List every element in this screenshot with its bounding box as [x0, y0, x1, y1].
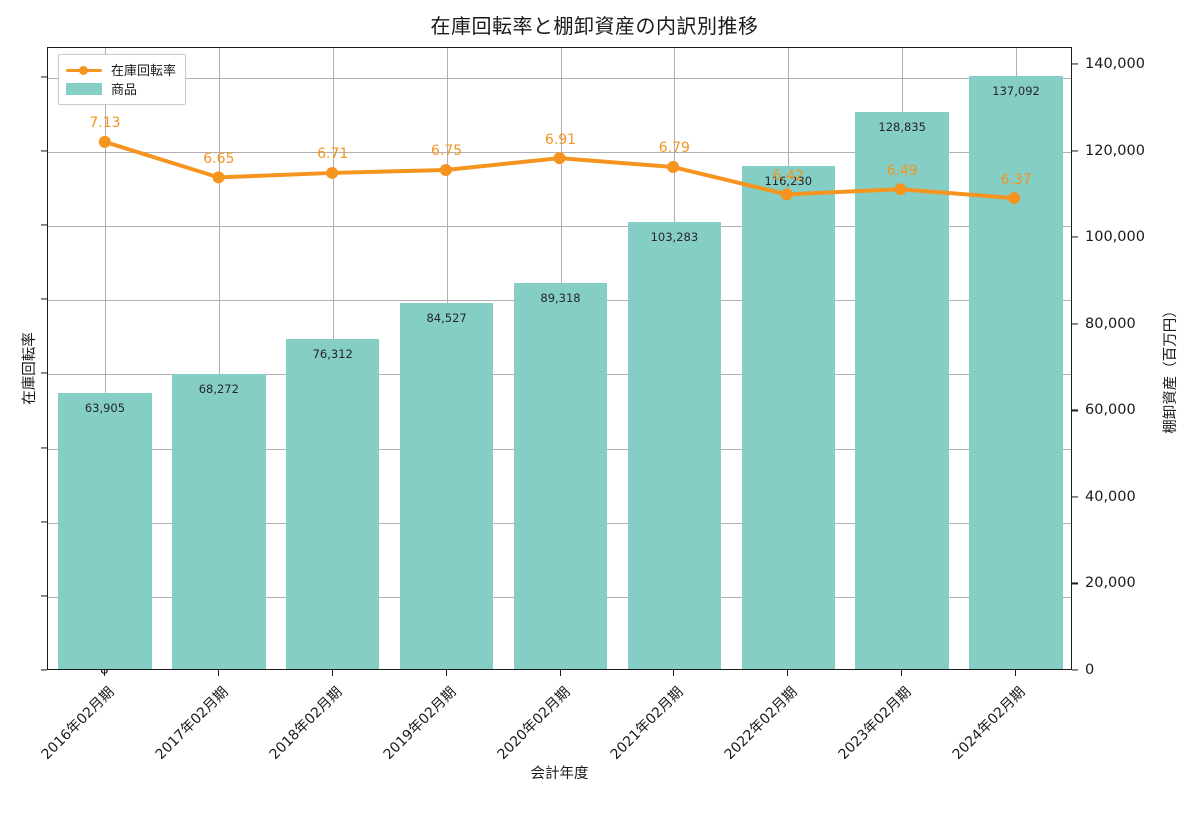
line-marker: [98, 135, 111, 148]
y-axis-left-tick-mark: [41, 76, 47, 78]
y-axis-right-title: 棚卸資産（百万円）: [1162, 303, 1179, 434]
y-axis-right-tick-label: 120,000: [1085, 142, 1145, 159]
y-axis-left-tick-mark: [41, 521, 47, 523]
bar: [741, 166, 835, 669]
x-axis-tick-mark: [787, 670, 789, 676]
bar: [855, 111, 949, 669]
bar-value-label: 116,230: [764, 174, 813, 189]
line-value-label: 6.42: [772, 167, 804, 184]
line-value-label: 6.71: [317, 146, 349, 163]
line-value-label: 6.49: [886, 162, 918, 179]
x-axis-title: 会計年度: [530, 766, 589, 782]
bar: [969, 75, 1063, 669]
line-value-label: 6.79: [658, 140, 690, 157]
line-marker: [326, 166, 339, 179]
x-axis-tick-mark: [673, 670, 675, 676]
y-axis-left-tick-mark: [41, 372, 47, 374]
y-axis-right-tick-mark: [1072, 496, 1078, 498]
gridline-vertical: [218, 48, 220, 669]
x-axis-tick-mark: [217, 670, 219, 676]
y-axis-right-tick-label: 40,000: [1085, 488, 1136, 505]
y-axis-left-tick-mark: [41, 298, 47, 300]
bar: [399, 303, 494, 669]
x-axis-tick-mark: [559, 670, 561, 676]
chart-title: 在庫回転率と棚卸資産の内訳別推移: [430, 14, 759, 38]
line-value-label: 7.13: [89, 115, 121, 132]
y-axis-left-tick-mark: [41, 595, 47, 597]
chart-legend: 在庫回転率 商品: [58, 54, 187, 105]
legend-item-line[interactable]: 在庫回転率: [66, 60, 176, 79]
line-marker: [553, 152, 566, 165]
line-marker: [780, 188, 793, 201]
y-axis-right-tick-mark: [1072, 669, 1078, 671]
legend-label-1: 商品: [111, 83, 138, 98]
bar: [172, 373, 266, 669]
y-axis-right-tick-mark: [1072, 323, 1078, 325]
bar: [286, 338, 380, 669]
y-axis-left-tick-mark: [41, 150, 47, 152]
legend-label-0: 在庫回転率: [111, 64, 177, 79]
bar-value-label: 128,835: [878, 119, 926, 134]
y-axis-right-tick-mark: [1072, 150, 1078, 152]
bar-value-label: 68,272: [198, 381, 239, 396]
line-value-label: 6.75: [431, 143, 463, 160]
legend-bar-swatch-icon: [66, 82, 102, 96]
bar-value-label: 89,318: [540, 290, 581, 305]
line-marker: [1008, 192, 1021, 205]
y-axis-left-title: 在庫回転率: [21, 332, 38, 405]
line-marker: [212, 171, 225, 184]
bar: [58, 392, 152, 669]
chart-figure: 在庫回転率と棚卸資産の内訳別推移 在庫回転率 棚卸資産（百万円） 会計年度 0 1…: [21, 14, 1179, 782]
bar-value-label: 76,312: [312, 346, 353, 361]
gridline-horizontal: [48, 226, 1071, 227]
legend-line-marker-icon: [66, 63, 102, 77]
bar-value-label: 63,905: [84, 400, 126, 415]
y-axis-left-tick-mark: [41, 669, 47, 671]
line-series-在庫回転率: [98, 135, 1021, 205]
y-axis-right-tick-label: 0: [1085, 662, 1095, 678]
bar: [513, 282, 608, 669]
bar-value-label: 84,527: [426, 311, 467, 326]
legend-item-bar[interactable]: 商品: [66, 79, 176, 98]
x-axis-tick-mark: [331, 670, 333, 676]
gridline-horizontal: [48, 77, 1071, 79]
y-axis-left-tick-mark: [41, 224, 47, 226]
gridline-vertical: [104, 48, 106, 669]
y-axis-right-tick-mark: [1072, 236, 1078, 238]
line-value-label: 6.37: [1000, 171, 1032, 188]
bar-value-label: 137,092: [992, 83, 1040, 98]
x-axis-tick-mark: [901, 670, 903, 676]
x-axis-tick-mark: [1015, 670, 1017, 676]
line-value-label: 6.91: [544, 131, 577, 148]
line-path: [102, 139, 1017, 201]
y-axis-right-tick-mark: [1072, 582, 1078, 585]
line-marker: [667, 161, 680, 174]
plot-area: 63,905 68,272 76,312 84,527 89,318 103,283 116…: [47, 47, 1072, 670]
line-value-label: 6.65: [203, 150, 235, 167]
line-marker: [439, 164, 452, 176]
y-axis-right-tick-label: 20,000: [1085, 575, 1136, 592]
y-axis-left-tick-mark: [41, 446, 47, 449]
y-axis-right-tick-label: 100,000: [1085, 229, 1145, 246]
y-axis-right-tick-label: 60,000: [1085, 402, 1136, 419]
y-axis-right-tick-label: 140,000: [1085, 56, 1145, 73]
bar-value-label: 103,283: [650, 230, 699, 245]
y-axis-right-tick-label: 80,000: [1085, 315, 1136, 332]
line-marker: [894, 183, 907, 196]
y-axis-right-tick-mark: [1072, 63, 1078, 65]
x-axis-tick-mark: [445, 670, 447, 676]
x-axis-tick-mark: [103, 670, 106, 676]
y-axis-right-tick-mark: [1072, 409, 1078, 411]
bar: [627, 222, 722, 669]
